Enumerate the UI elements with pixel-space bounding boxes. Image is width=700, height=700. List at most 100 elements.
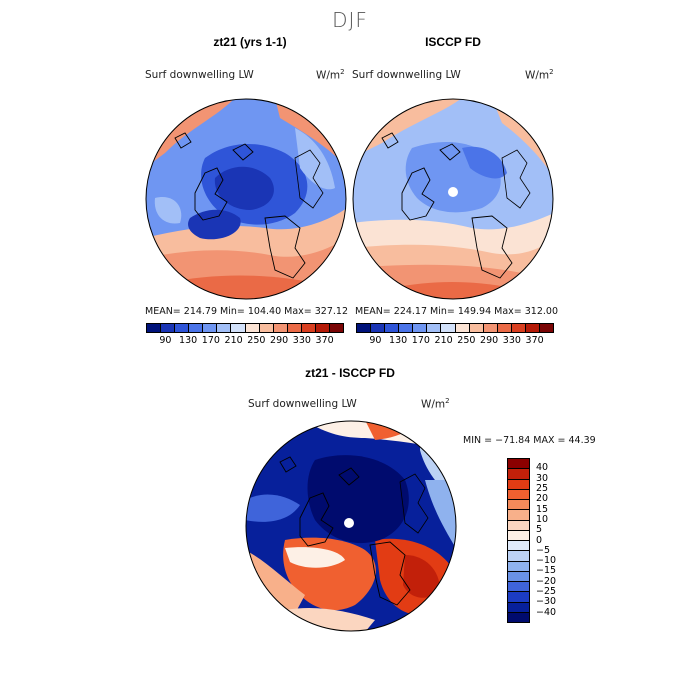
- colorbar-swatch: [161, 324, 176, 332]
- panel-diff-colorbar: [507, 458, 530, 623]
- colorbar-swatch: [455, 324, 470, 332]
- colorbar-tick-label: 250: [457, 335, 476, 346]
- colorbar-swatch: [508, 479, 529, 490]
- colorbar-tick-label: −40: [536, 606, 557, 618]
- colorbar-tick-label: 40: [536, 462, 549, 474]
- colorbar-tick-label: −15: [536, 565, 557, 577]
- colorbar-swatch: [441, 324, 456, 332]
- colorbar-swatch: [203, 324, 218, 332]
- colorbar-tick-label: −10: [536, 555, 557, 567]
- colorbar-swatch: [427, 324, 442, 332]
- colorbar-tick-label: 330: [292, 335, 311, 346]
- colorbar-tick-label: 210: [224, 335, 243, 346]
- panel-diff-stats: MIN = −71.84 MAX = 44.39: [463, 435, 596, 446]
- colorbar-swatch: [508, 561, 529, 572]
- colorbar-swatch: [371, 324, 386, 332]
- panel-model-unit: W/m2: [316, 68, 345, 82]
- colorbar-tick-label: 90: [369, 335, 382, 346]
- panel-obs-stats: MEAN= 224.17 Min= 149.94 Max= 312.00: [355, 306, 559, 317]
- colorbar-swatch: [231, 324, 246, 332]
- colorbar-tick-label: 130: [389, 335, 408, 346]
- colorbar-tick-label: 170: [201, 335, 220, 346]
- colorbar-tick-label: 25: [536, 482, 549, 494]
- colorbar-swatch: [189, 324, 204, 332]
- colorbar-swatch: [273, 324, 288, 332]
- colorbar-tick-label: 290: [480, 335, 499, 346]
- colorbar-tick-label: 5: [536, 524, 543, 536]
- colorbar-tick-label: 130: [179, 335, 198, 346]
- colorbar-swatch: [508, 612, 529, 622]
- colorbar-swatch: [508, 500, 529, 511]
- colorbar-swatch: [330, 324, 344, 332]
- panel-model-stats: MEAN= 214.79 Min= 104.40 Max= 327.12: [145, 306, 349, 317]
- panel-obs-variable-label: Surf downwelling LW: [352, 69, 461, 81]
- colorbar-swatch: [508, 530, 529, 541]
- colorbar-swatch: [508, 602, 529, 613]
- panel-diff-map: [245, 420, 457, 632]
- colorbar-swatches: [507, 458, 530, 623]
- colorbar-swatch: [508, 510, 529, 521]
- panel-model-map: [145, 98, 347, 300]
- colorbar-swatch: [508, 459, 529, 470]
- colorbar-swatch: [508, 582, 529, 593]
- panel-diff-title: zt21 - ISCCP FD: [305, 366, 395, 380]
- colorbar-swatch: [508, 571, 529, 582]
- panel-model-colorbar: 90 130 170 210 250 290 330 370: [146, 323, 344, 346]
- panel-obs-map: [352, 98, 554, 300]
- panel-diff-unit: W/m2: [421, 397, 450, 411]
- colorbar-swatch: [147, 324, 162, 332]
- colorbar-tick-label: −20: [536, 575, 557, 587]
- colorbar-swatch: [385, 324, 400, 332]
- colorbar-swatch: [508, 551, 529, 562]
- colorbar-swatch: [301, 324, 316, 332]
- colorbar-tick-label: 0: [536, 534, 543, 546]
- colorbar-ticks: 90 130 170 210 250 290 330 370: [356, 335, 554, 346]
- colorbar-tick-label: 20: [536, 493, 549, 505]
- colorbar-tick-label: 210: [434, 335, 453, 346]
- colorbar-swatches: [356, 323, 554, 333]
- colorbar-swatch: [287, 324, 302, 332]
- colorbar-swatch: [508, 469, 529, 480]
- colorbar-swatch: [399, 324, 414, 332]
- season-title: DJF: [332, 8, 368, 32]
- colorbar-swatch: [217, 324, 232, 332]
- colorbar-swatch: [175, 324, 190, 332]
- colorbar-swatch: [525, 324, 541, 332]
- colorbar-swatch: [511, 324, 526, 332]
- colorbar-tick-label: 330: [502, 335, 521, 346]
- panel-obs-unit: W/m2: [525, 68, 554, 82]
- colorbar-tick-label: 90: [159, 335, 172, 346]
- panel-obs-colorbar: 90 130 170 210 250 290 330 370: [356, 323, 554, 346]
- colorbar-swatch: [413, 324, 428, 332]
- colorbar-tick-label: 370: [315, 335, 334, 346]
- panel-model-variable-label: Surf downwelling LW: [145, 69, 254, 81]
- panel-obs-title: ISCCP FD: [425, 35, 481, 49]
- colorbar-swatch: [315, 324, 331, 332]
- colorbar-tick-label: −5: [536, 544, 551, 556]
- colorbar-swatches: [146, 323, 344, 333]
- diff-colorbar-ticks: 40 30 25 20 15 10 5 0 −5 −10 −15 −20 −25 −30 −40: [536, 458, 576, 623]
- colorbar-tick-label: 30: [536, 472, 549, 484]
- panel-diff-variable-label: Surf downwelling LW: [248, 398, 357, 410]
- colorbar-tick-label: 10: [536, 513, 549, 525]
- colorbar-tick-label: 250: [247, 335, 266, 346]
- colorbar-tick-label: −25: [536, 586, 557, 598]
- colorbar-swatch: [508, 592, 529, 603]
- colorbar-swatch: [245, 324, 260, 332]
- colorbar-swatch: [357, 324, 372, 332]
- colorbar-swatch: [497, 324, 512, 332]
- colorbar-tick-label: 170: [411, 335, 430, 346]
- colorbar-swatch: [483, 324, 498, 332]
- colorbar-tick-label: 370: [525, 335, 544, 346]
- colorbar-ticks: 90 130 170 210 250 290 330 370: [146, 335, 344, 346]
- colorbar-tick-label: −30: [536, 596, 557, 608]
- colorbar-swatch: [259, 324, 274, 332]
- colorbar-tick-label: 290: [270, 335, 289, 346]
- colorbar-swatch: [540, 324, 554, 332]
- colorbar-swatch: [508, 489, 529, 500]
- colorbar-swatch: [469, 324, 484, 332]
- panel-model-title: zt21 (yrs 1-1): [213, 35, 287, 49]
- colorbar-swatch: [508, 541, 529, 552]
- colorbar-swatch: [508, 520, 529, 531]
- colorbar-tick-label: 15: [536, 503, 549, 515]
